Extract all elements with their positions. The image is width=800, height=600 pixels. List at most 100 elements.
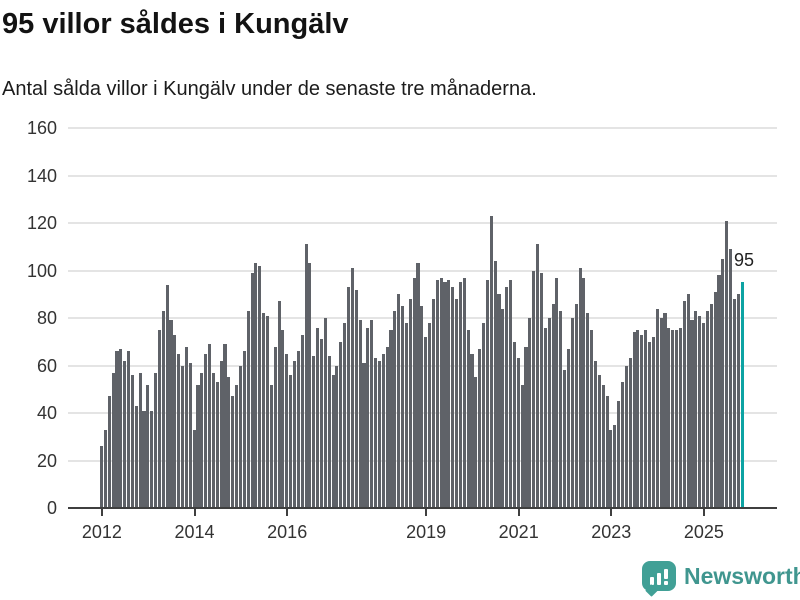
bar — [682, 301, 686, 507]
bar — [188, 363, 192, 507]
bar — [123, 360, 127, 508]
bar — [690, 320, 694, 507]
bar — [644, 329, 648, 507]
y-axis-tick-label: 40 — [36, 403, 57, 423]
bar — [709, 303, 713, 508]
bar — [238, 365, 242, 507]
bar — [474, 377, 478, 507]
bar — [435, 280, 439, 507]
bar — [555, 277, 559, 507]
bar — [713, 291, 717, 507]
bar — [620, 382, 625, 507]
bar — [269, 384, 273, 507]
bar — [505, 287, 509, 507]
bar — [601, 384, 605, 507]
bar — [107, 396, 111, 507]
bar — [516, 358, 520, 507]
bar — [667, 327, 671, 507]
bar — [389, 329, 393, 507]
bar — [103, 429, 107, 507]
bar — [354, 289, 358, 507]
bar — [663, 313, 667, 508]
x-axis-tick-label: 2014 — [174, 522, 215, 542]
bar — [231, 396, 235, 507]
bar — [134, 405, 138, 507]
bar — [289, 375, 293, 507]
bar — [130, 375, 134, 507]
x-axis-tick-label: 2012 — [81, 522, 122, 542]
bar — [350, 268, 354, 507]
bar — [215, 382, 219, 507]
brand-name: Newsworthy — [684, 562, 800, 589]
bar — [262, 313, 266, 508]
bar — [439, 277, 443, 507]
bar — [605, 396, 609, 507]
bar — [462, 277, 466, 507]
bar — [385, 346, 389, 507]
bar — [246, 310, 250, 507]
bar — [397, 294, 401, 508]
bar — [532, 270, 536, 507]
bar — [111, 372, 115, 507]
newsworthy-logo: Newsworthy — [642, 561, 800, 597]
bar — [119, 348, 123, 507]
bar — [420, 306, 424, 507]
x-axis-tick — [517, 509, 520, 516]
y-axis-tick-label: 120 — [26, 213, 57, 233]
bar — [640, 334, 644, 507]
bar — [150, 410, 154, 507]
x-axis-tick-label: 2016 — [267, 522, 308, 542]
bar — [478, 348, 482, 507]
bar — [539, 272, 544, 507]
y-axis-tick-label: 20 — [36, 450, 57, 471]
gridline — [68, 174, 777, 177]
gridline — [68, 269, 777, 272]
bar — [142, 410, 146, 507]
bar — [373, 358, 378, 507]
bar — [501, 308, 505, 507]
bar — [482, 322, 486, 508]
page-subtitle: Antal sålda villor i Kungälv under de se… — [2, 78, 537, 100]
bar — [609, 429, 613, 507]
bar — [566, 348, 571, 507]
bar — [590, 329, 594, 507]
bar — [659, 318, 663, 507]
bar — [292, 360, 297, 508]
bar — [686, 294, 690, 508]
bar — [458, 282, 462, 507]
x-axis-tick-label: 2025 — [683, 522, 724, 542]
bar — [300, 334, 304, 507]
bar — [497, 294, 501, 508]
bar — [339, 341, 343, 508]
bar — [466, 329, 470, 507]
bar — [443, 282, 447, 507]
y-axis-tick-label: 60 — [36, 355, 57, 376]
bar — [717, 275, 721, 508]
bar — [636, 329, 640, 507]
x-axis-tick — [100, 509, 103, 516]
bar — [250, 272, 254, 507]
bar — [100, 446, 104, 508]
bar — [181, 365, 185, 507]
bar — [489, 215, 493, 507]
bar — [485, 280, 489, 507]
bar — [401, 306, 405, 507]
bar — [651, 337, 655, 507]
bar — [165, 284, 169, 508]
bar — [729, 249, 733, 507]
bar — [154, 372, 158, 507]
bar — [493, 261, 497, 507]
bar-chart-speech-bubble-icon — [642, 561, 676, 597]
bar — [304, 244, 308, 507]
bar — [362, 363, 366, 507]
bar — [211, 372, 215, 507]
bar — [184, 346, 188, 507]
x-axis-tick — [425, 509, 428, 516]
bar — [235, 384, 239, 507]
bar — [678, 327, 682, 507]
bar — [698, 315, 702, 507]
bar — [431, 299, 435, 507]
bar — [705, 310, 709, 507]
bar — [258, 265, 262, 508]
bar — [563, 370, 567, 508]
